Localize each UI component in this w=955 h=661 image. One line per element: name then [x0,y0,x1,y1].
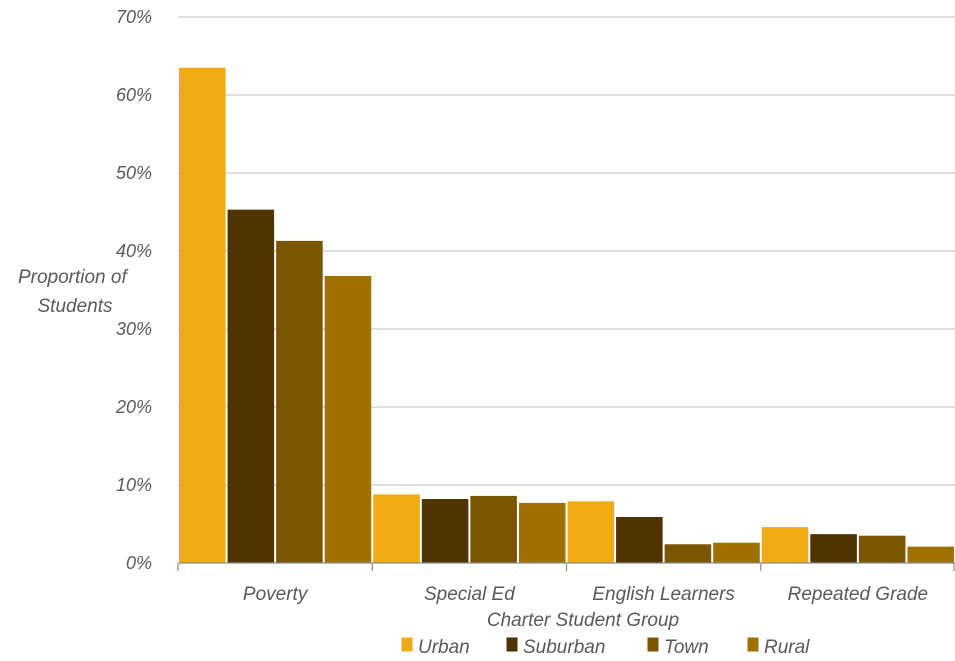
legend-swatch-rural [746,636,760,653]
category-label: Poverty [243,584,309,605]
bar-town-2 [470,495,517,563]
bar-town-1 [276,240,323,564]
y-tick-label: 70% [116,7,152,27]
bar-urban-2 [373,494,420,563]
bar-rural-3 [713,542,760,563]
y-tick-label: 20% [115,397,152,417]
bar-urban-3 [567,501,615,563]
y-axis-ticks: 0% 10% 20% 30% 40% 50% 60% 70% [115,7,152,573]
legend: Urban Suburban Town Rural [400,636,810,658]
legend-swatch-urban [400,636,414,653]
legend-label-suburban: Suburban [523,637,605,658]
legend-label-urban: Urban [418,637,470,658]
bar-town-4 [858,535,906,563]
legend-swatch-town [646,636,660,653]
bar-rural-1 [324,275,372,563]
y-axis-title-line-2: Students [38,296,113,317]
legend-label-town: Town [664,637,709,658]
legend-label-rural: Rural [764,637,810,658]
bar-rural-4 [907,546,954,563]
bar-suburban-4 [810,534,857,563]
y-tick-label: 60% [116,85,152,105]
legend-swatch-suburban [505,636,519,653]
y-tick-label: 30% [116,319,152,339]
bar-rural-2 [518,502,566,563]
y-tick-label: 10% [116,475,152,495]
y-axis-title: Proportion of Students [18,267,132,317]
x-axis-title: Charter Student Group [487,610,679,631]
x-axis [177,562,955,571]
category-label: Repeated Grade [788,584,929,605]
category-labels: Poverty Special Ed English Learners Repeate… [243,584,928,605]
y-tick-label: 0% [126,553,152,573]
bars [179,67,954,564]
category-label: English Learners [592,584,735,605]
y-tick-label: 50% [116,163,152,183]
bar-suburban-1 [227,209,275,563]
y-axis-title-line-1: Proportion of [18,267,129,288]
bar-town-3 [664,544,712,563]
bar-urban-4 [761,527,809,563]
y-tick-label: 40% [116,241,152,261]
bar-urban-1 [179,67,226,563]
category-label: Special Ed [424,584,516,605]
bar-suburban-3 [616,516,663,563]
bar-suburban-2 [421,499,469,563]
